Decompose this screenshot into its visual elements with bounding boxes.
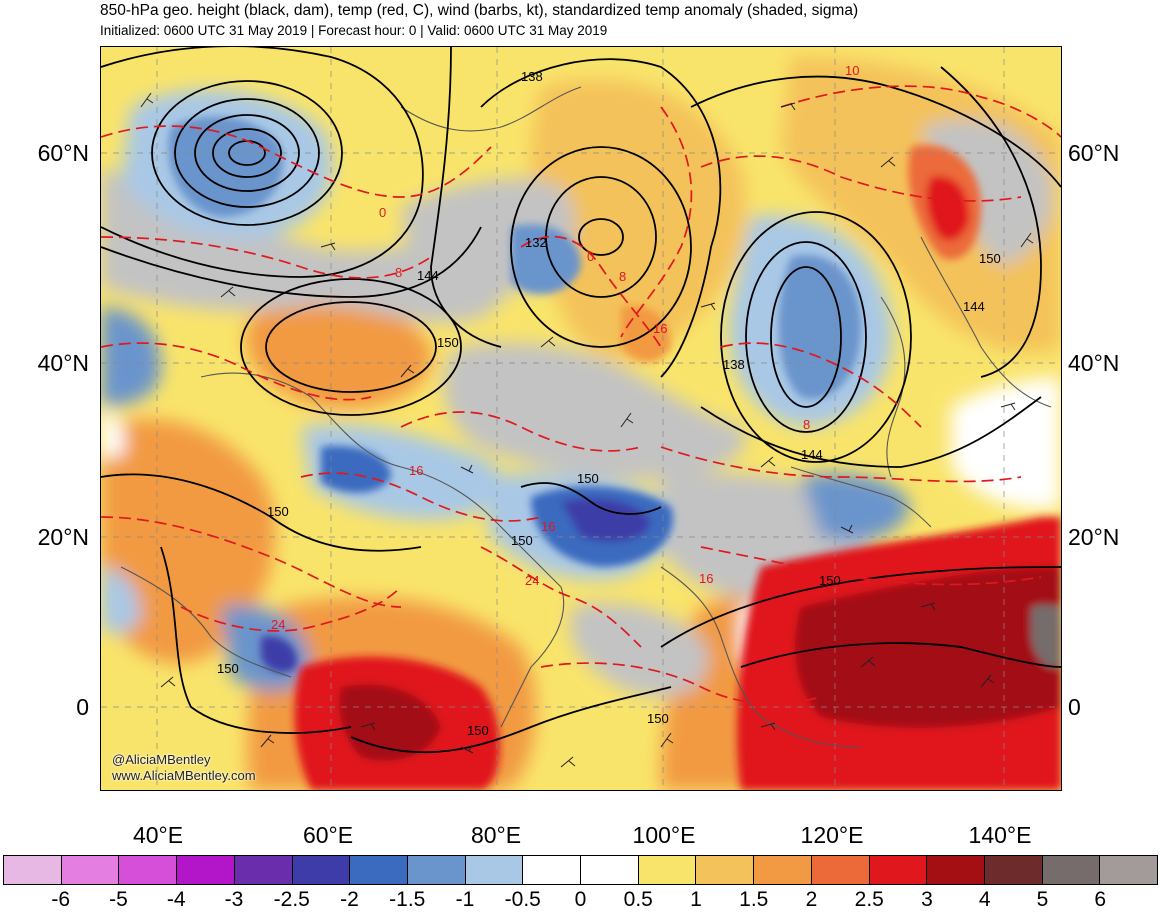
coastlines <box>120 86 1052 748</box>
lat-label-20n-right: 20°N <box>1068 524 1120 550</box>
colorbar-swatch <box>754 856 812 884</box>
map-canvas: 138 132 144 150 138 150 144 144 150 150 … <box>101 47 1061 790</box>
temp-label: 8 <box>803 417 810 432</box>
colorbar <box>3 855 1158 885</box>
map-subtitle: Initialized: 0600 UTC 31 May 2019 | Fore… <box>100 23 608 38</box>
colorbar-tick-label: 1 <box>690 888 702 911</box>
colorbar-tick-label: 1.5 <box>739 888 769 911</box>
colorbar-tick-label: -5 <box>109 888 128 911</box>
temp-label: 16 <box>653 321 667 336</box>
height-label: 144 <box>417 268 439 283</box>
lon-label-60e: 60°E <box>302 822 354 848</box>
lat-label-0-right: 0 <box>1068 694 1081 720</box>
colorbar-tick-label: 3 <box>921 888 933 911</box>
colorbar-swatch <box>465 856 524 884</box>
lon-label-140e: 140°E <box>968 822 1032 848</box>
colorbar-tick-label: -1 <box>455 888 475 911</box>
colorbar-tick-label: 6 <box>1094 888 1107 911</box>
height-contours <box>101 47 1061 754</box>
temp-label: 16 <box>699 571 713 586</box>
colorbar-swatch <box>638 856 697 884</box>
colorbar-swatch <box>523 856 582 884</box>
temp-label: 8 <box>395 265 402 280</box>
lat-label-40n-right: 40°N <box>1068 350 1120 376</box>
graticule <box>101 47 1061 790</box>
height-label: 150 <box>437 335 459 350</box>
wind-barbs <box>140 92 1034 768</box>
lon-label-100e: 100°E <box>632 822 696 848</box>
temp-label: 16 <box>541 519 555 534</box>
credit-handle: @AliciaMBentley <box>112 752 211 767</box>
lon-label-40e: 40°E <box>132 822 184 848</box>
lat-label-0-left: 0 <box>76 694 89 720</box>
colorbar-swatch <box>234 856 293 884</box>
height-label: 138 <box>723 357 745 372</box>
lat-label-40n-left: 40°N <box>37 350 89 376</box>
temp-label: 24 <box>525 573 539 588</box>
lat-label-20n-left: 20°N <box>37 524 89 550</box>
colorbar-swatch <box>61 856 120 884</box>
colorbar-swatch <box>696 856 755 884</box>
height-label: 132 <box>525 235 547 250</box>
colorbar-tick-label: 4 <box>978 888 991 911</box>
colorbar-swatch <box>4 856 62 884</box>
colorbar-tick-label: 2 <box>805 888 818 911</box>
lon-label-80e: 80°E <box>470 822 522 848</box>
temp-contours <box>101 85 1061 705</box>
lat-label-60n-right: 60°N <box>1068 140 1120 166</box>
colorbar-swatch <box>119 856 178 884</box>
colorbar-tick-label: 0.5 <box>623 888 653 911</box>
colorbar-swatch <box>177 856 235 884</box>
colorbar-swatch <box>811 856 870 884</box>
colorbar-tick-label: 0 <box>574 888 587 911</box>
colorbar-swatch <box>581 856 639 884</box>
temp-label: 16 <box>409 463 423 478</box>
height-label: 150 <box>979 251 1001 266</box>
height-label: 150 <box>511 533 533 548</box>
height-labels: 138 132 144 150 138 150 144 144 150 150 … <box>217 69 1001 738</box>
map-title: 850-hPa geo. height (black, dam), temp (… <box>100 2 859 19</box>
colorbar-labels: -6 -5 -4 -3 -2.5 -2 -1.5 -1 -0.5 0 0.5 1 1.5 2 2.5 3 4 5 6 <box>3 888 1158 912</box>
colorbar-swatch <box>869 856 928 884</box>
height-label: 144 <box>801 447 823 462</box>
colorbar-swatch <box>407 856 466 884</box>
colorbar-tick-label: -2 <box>340 888 359 911</box>
colorbar-tick-label: -0.5 <box>504 888 541 911</box>
height-label: 150 <box>467 723 489 738</box>
colorbar-swatch <box>350 856 408 884</box>
weather-map: 138 132 144 150 138 150 144 144 150 150 … <box>100 46 1062 791</box>
temp-label: 10 <box>845 63 859 78</box>
lat-label-60n-left: 60°N <box>37 140 89 166</box>
lon-label-120e: 120°E <box>800 822 864 848</box>
temp-label: 24 <box>271 617 285 632</box>
height-label: 144 <box>963 299 985 314</box>
temp-label: 8 <box>619 269 626 284</box>
colorbar-tick-label: -6 <box>51 888 71 911</box>
colorbar-swatch <box>292 856 351 884</box>
colorbar-swatch <box>1042 856 1101 884</box>
colorbar-tick-label: -4 <box>166 888 186 911</box>
colorbar-swatch <box>1100 856 1158 884</box>
height-label: 150 <box>267 504 289 519</box>
temp-label: 0 <box>379 205 386 220</box>
colorbar-swatch <box>927 856 985 884</box>
colorbar-tick-label: 2.5 <box>854 888 884 911</box>
colorbar-tick-label: -3 <box>224 888 244 911</box>
temp-label: 0 <box>587 249 594 264</box>
height-label: 150 <box>647 711 669 726</box>
colorbar-tick-label: -2.5 <box>273 888 310 911</box>
height-label: 150 <box>577 471 599 486</box>
colorbar-swatch <box>984 856 1043 884</box>
height-label: 138 <box>521 69 543 84</box>
colorbar-tick-label: -1.5 <box>389 888 426 911</box>
anomaly-strong-shading <box>168 116 1061 790</box>
temp-labels: 0 8 0 8 16 16 8 24 16 24 10 16 <box>271 63 859 632</box>
height-label: 150 <box>819 573 841 588</box>
credit-website: www.AliciaMBentley.com <box>112 768 256 783</box>
colorbar-tick-label: 5 <box>1036 888 1049 911</box>
height-label: 150 <box>217 661 239 676</box>
